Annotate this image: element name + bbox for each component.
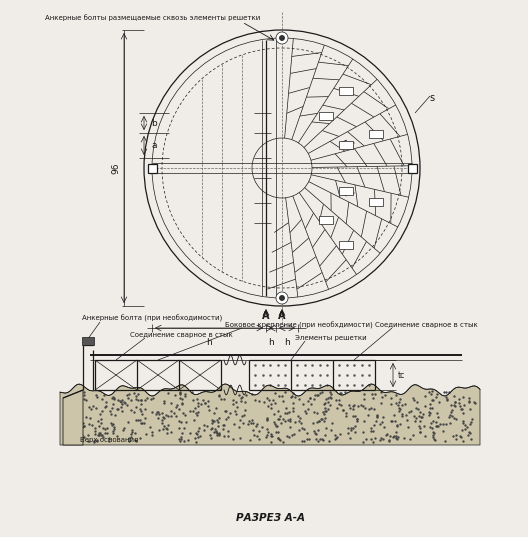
Text: Анкерные болты размещаемые сквозь элементы решетки: Анкерные болты размещаемые сквозь элемен…: [45, 14, 260, 21]
Text: Соединение сварное в стык: Соединение сварное в стык: [130, 332, 233, 338]
Bar: [339, 187, 353, 195]
Bar: [408, 164, 417, 173]
Text: A: A: [262, 311, 270, 321]
Polygon shape: [63, 390, 83, 445]
Circle shape: [276, 32, 288, 44]
Text: h: h: [268, 338, 274, 347]
Text: b: b: [151, 119, 157, 127]
Bar: [340, 88, 353, 96]
Text: Боковое крепление (при необхдимости): Боковое крепление (при необхдимости): [225, 321, 373, 329]
Circle shape: [279, 35, 285, 40]
Bar: [340, 241, 353, 249]
Text: РАЗРЕЗ А-А: РАЗРЕЗ А-А: [235, 513, 305, 523]
Text: tc: tc: [398, 371, 406, 380]
Bar: [319, 216, 333, 224]
Circle shape: [279, 295, 285, 301]
Bar: [369, 130, 383, 138]
Text: h: h: [206, 338, 212, 347]
Text: h: h: [284, 338, 290, 347]
Text: Соединение сварное в стык: Соединение сварное в стык: [375, 322, 478, 328]
Bar: [369, 198, 383, 206]
Text: s: s: [429, 93, 435, 103]
Circle shape: [276, 292, 288, 304]
Text: Анкерные болта (при необходимости): Анкерные болта (при необходимости): [82, 314, 222, 322]
Bar: [319, 112, 333, 120]
Text: Верх основания: Верх основания: [80, 437, 138, 443]
Bar: [82, 337, 94, 345]
Bar: [339, 141, 353, 149]
Bar: [148, 164, 157, 173]
Text: 96: 96: [111, 162, 120, 174]
Text: A: A: [278, 311, 286, 321]
Text: a: a: [151, 141, 156, 150]
Polygon shape: [60, 384, 480, 445]
Text: Элементы решетки: Элементы решетки: [295, 335, 366, 341]
